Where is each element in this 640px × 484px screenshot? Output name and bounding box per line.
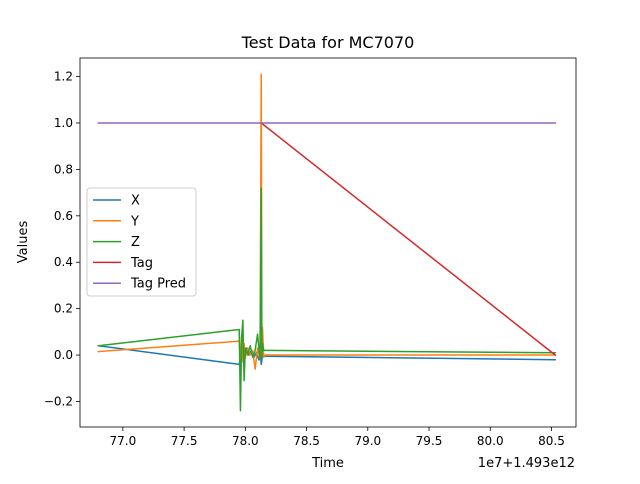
- series-line-z: [97, 187, 556, 412]
- y-tick-label: 0.0: [54, 348, 73, 362]
- x-tick-label: 78.0: [232, 434, 259, 448]
- axes-frame: [79, 57, 577, 428]
- y-tick-label: −0.2: [44, 394, 73, 408]
- y-axis-label: Values: [16, 221, 31, 264]
- series-line-tag: [260, 121, 557, 357]
- legend-label: X: [131, 194, 140, 209]
- y-tick-label: 1.0: [54, 116, 73, 130]
- y-tick-label: 0.4: [54, 255, 73, 269]
- x-tick-label: 77.5: [171, 434, 198, 448]
- y-ticks: −0.2 0.0 0.2 0.4 0.6 0.8 1.0 1.2: [44, 70, 80, 408]
- legend-box: [86, 187, 197, 297]
- x-axis-label: Time: [311, 456, 344, 471]
- x-ticks: 77.0 77.5 78.0 78.5 79.0 79.5 80.0 80.5: [110, 427, 565, 448]
- x-tick-label: 77.0: [110, 434, 137, 448]
- x-tick-label: 78.5: [293, 434, 320, 448]
- y-tick-label: 0.8: [54, 162, 73, 176]
- x-tick-label: 80.5: [538, 434, 565, 448]
- chart-title: Test Data for MC7070: [241, 33, 415, 52]
- x-tick-label: 79.0: [354, 434, 381, 448]
- legend-label: Tag: [130, 256, 153, 271]
- legend-label: Tag Pred: [130, 277, 186, 292]
- y-tick-label: 1.2: [54, 70, 73, 84]
- x-tick-label: 79.5: [416, 434, 443, 448]
- axes-border: [79, 57, 577, 428]
- legend: XYZ Tag Tag Pred: [86, 187, 197, 297]
- y-tick-label: 0.6: [54, 209, 73, 223]
- x-tick-label: 80.0: [477, 434, 504, 448]
- plot-lines: [97, 73, 557, 412]
- legend-label: Y: [130, 214, 139, 229]
- y-tick-label: 0.2: [54, 302, 73, 316]
- legend-label: Z: [131, 235, 140, 250]
- x-axis-offset-text: 1e7+1.493e12: [478, 456, 575, 471]
